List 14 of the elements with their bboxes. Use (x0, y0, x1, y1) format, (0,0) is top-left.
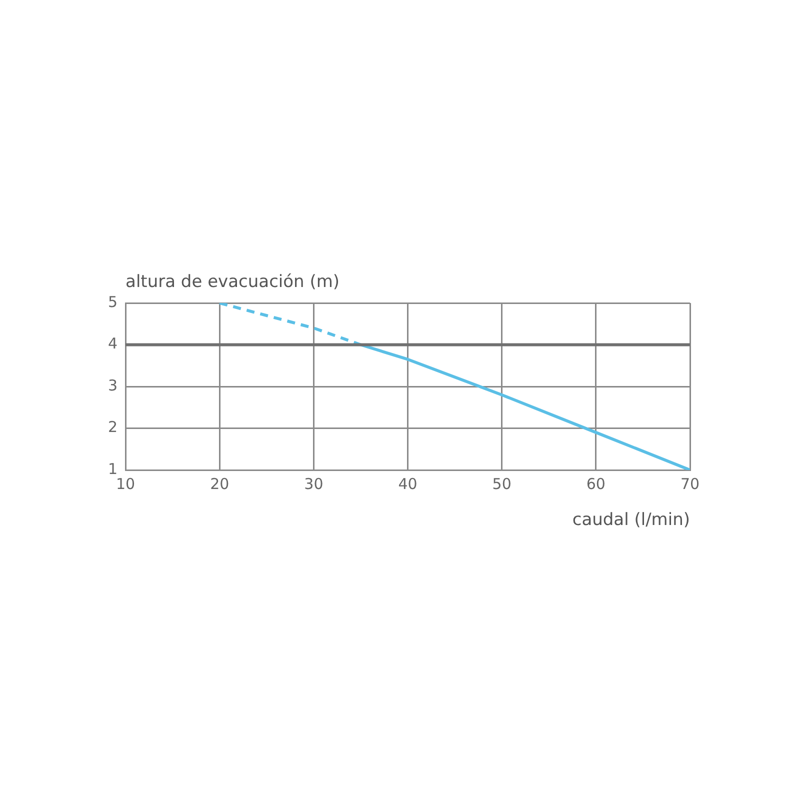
x-tick-label: 50 (492, 474, 512, 493)
x-tick-label: 30 (304, 474, 324, 493)
x-axis-title: caudal (l/min) (572, 510, 690, 530)
x-tick-label: 40 (398, 474, 418, 493)
y-tick-label: 5 (108, 292, 118, 311)
x-tick-label: 10 (116, 474, 136, 493)
y-tick-label: 4 (108, 334, 118, 353)
y-axis-title: altura de evacuación (m) (126, 272, 340, 292)
x-tick-label: 70 (680, 474, 700, 493)
y-tick-label: 1 (108, 460, 118, 478)
y-tick-label: 2 (108, 418, 118, 436)
x-tick-label: 20 (210, 474, 230, 493)
x-tick-label: 60 (586, 474, 606, 493)
y-tick-label: 3 (108, 376, 118, 394)
